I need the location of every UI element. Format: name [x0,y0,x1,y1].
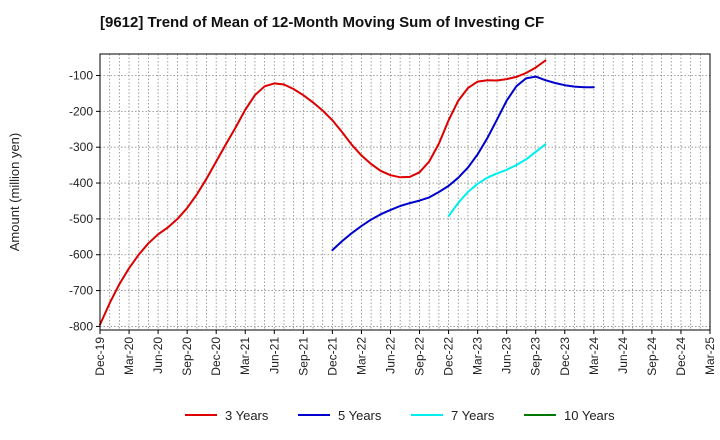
y-tick-label: -700 [69,284,93,298]
legend-label: 7 Years [451,408,495,423]
x-tick-label: Mar-22 [354,337,368,375]
y-axis-label: Amount (million yen) [7,133,22,252]
x-tick-label: Jun-22 [383,337,397,374]
x-tick-label: Sep-22 [413,337,427,376]
legend-item-5-years: 5 Years [298,408,382,423]
grid [100,54,710,330]
x-tick-label: Dec-24 [674,337,688,376]
y-tick-label: -500 [69,212,93,226]
legend: 3 Years 5 Years 7 Years 10 Years [185,408,615,423]
x-tick-label: Jun-24 [616,337,630,374]
series-group [99,59,595,326]
legend-label: 5 Years [338,408,382,423]
y-tick-label: -300 [69,140,93,154]
x-tick-label: Jun-23 [500,337,514,374]
legend-label: 10 Years [564,408,615,423]
y-tick-label: -800 [69,319,93,333]
series-line-7-years [447,143,547,217]
x-tick-label: Dec-22 [442,337,456,376]
x-tick-label: Mar-25 [703,337,717,375]
x-tick-label: Mar-24 [587,337,601,375]
x-tick-label: Sep-24 [645,337,659,376]
y-tick-label: -200 [69,104,93,118]
series-line-3-years [99,59,547,326]
y-axis-ticks: -100 -200 -300 -400 -500 -600 -700 -800 [69,69,100,333]
y-tick-label: -400 [69,176,93,190]
y-tick-label: -100 [69,69,93,83]
chart-title: [9612] Trend of Mean of 12-Month Moving … [100,14,544,31]
x-tick-label: Dec-19 [93,337,107,376]
legend-item-10-years: 10 Years [524,408,615,423]
plot-area-frame [99,53,711,331]
x-tick-label: Jun-21 [267,337,281,374]
x-tick-label: Jun-20 [151,337,165,374]
x-tick-label: Dec-21 [325,337,339,376]
legend-item-3-years: 3 Years [185,408,269,423]
legend-label: 3 Years [225,408,269,423]
x-axis-ticks: Dec-19 Mar-20 Jun-20 Sep-20 Dec-20 Mar-21 Jun-… [93,330,717,376]
x-tick-label: Mar-23 [471,337,485,375]
legend-item-7-years: 7 Years [411,408,495,423]
x-tick-label: Sep-21 [296,337,310,376]
x-tick-label: Mar-21 [238,337,252,375]
x-tick-label: Mar-20 [122,337,136,375]
y-tick-label: -600 [69,248,93,262]
series-line-5-years [331,75,595,252]
x-tick-label: Sep-20 [180,337,194,376]
x-tick-label: Sep-23 [529,337,543,376]
x-tick-label: Dec-23 [558,337,572,376]
x-tick-label: Dec-20 [209,337,223,376]
